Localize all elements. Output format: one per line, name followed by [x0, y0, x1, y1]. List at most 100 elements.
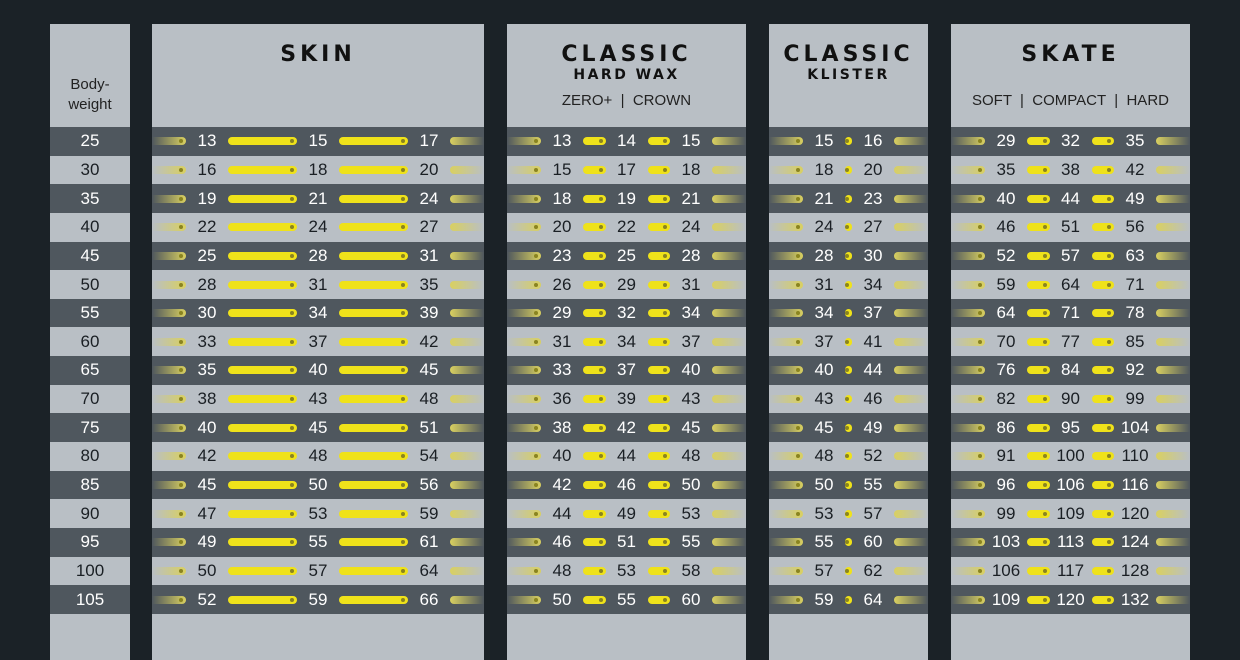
range-bar	[1027, 137, 1050, 146]
skate-value: 59	[996, 274, 1016, 294]
range-fade-left	[152, 251, 186, 260]
table-row: 109 120 132	[951, 585, 1190, 614]
range-fade-left	[951, 165, 985, 174]
skin-value: 21	[308, 188, 328, 208]
table-row: 33 37 40	[507, 356, 746, 385]
skin-value: 34	[308, 303, 328, 323]
skin-value: 43	[308, 389, 328, 409]
table-row: 45	[50, 241, 130, 271]
range-bar	[339, 566, 408, 575]
skin-value: 47	[197, 503, 217, 523]
hardwax-value: 39	[617, 389, 636, 409]
skin-value: 35	[419, 274, 439, 294]
range-bar	[647, 137, 670, 146]
hardwax-value: 55	[681, 532, 701, 552]
range-fade-left	[951, 423, 985, 432]
range-fade-right	[712, 566, 746, 575]
range-bar	[1027, 337, 1050, 346]
range-bar	[228, 566, 297, 575]
table-row: 40 44 49	[951, 184, 1190, 213]
range-fade-right	[712, 452, 746, 461]
range-bar	[583, 395, 606, 404]
hardwax-value: 48	[552, 560, 572, 580]
range-fade-right	[712, 337, 746, 346]
hardwax-value: 32	[617, 303, 636, 323]
bodyweight-value: 85	[80, 475, 100, 494]
range-fade-right	[450, 538, 484, 547]
klister-value: 60	[863, 532, 883, 552]
table-row: 52 57 63	[951, 241, 1190, 271]
bodyweight-header: Body- weight	[50, 24, 130, 127]
range-fade-right	[1156, 137, 1190, 146]
hardwax-value: 29	[552, 303, 572, 323]
skate-value: 110	[1121, 446, 1149, 466]
table-row: 31 34	[769, 270, 928, 299]
range-fade-right	[894, 566, 928, 575]
range-fade-left	[152, 423, 186, 432]
table-row: 65	[50, 356, 130, 385]
hardwax-value: 58	[681, 560, 701, 580]
klister-value: 18	[814, 159, 834, 179]
hardwax-value: 18	[552, 188, 572, 208]
range-fade-right	[450, 280, 484, 289]
skin-value: 33	[197, 331, 217, 351]
range-bar	[583, 165, 606, 174]
skate-value: 106	[1056, 475, 1085, 494]
range-bar	[1027, 165, 1050, 174]
range-fade-right	[894, 452, 928, 461]
range-fade-right	[1156, 366, 1190, 375]
table-row: 16 18 20	[152, 155, 484, 185]
range-bar	[1027, 280, 1050, 289]
range-bar	[228, 395, 297, 404]
range-bar	[647, 481, 670, 489]
range-bar	[228, 481, 297, 489]
table-row: 96 106 116	[951, 470, 1190, 500]
hardwax-value: 31	[552, 331, 572, 351]
classic-hardwax-header: CLASSIC HARD WAX ZERO+ | CROWN	[507, 24, 746, 127]
hardwax-value: 46	[552, 532, 572, 552]
range-bar	[1091, 251, 1114, 260]
range-fade-left	[769, 309, 803, 318]
range-fade-right	[712, 165, 746, 174]
hardwax-value: 38	[552, 417, 572, 437]
range-bar	[647, 309, 670, 318]
range-fade-right	[712, 194, 746, 203]
range-fade-left	[951, 366, 985, 375]
range-fade-right	[894, 309, 928, 318]
bodyweight-value: 30	[80, 159, 100, 179]
range-fade-right	[894, 538, 928, 547]
klister-value: 49	[863, 417, 883, 437]
range-fade-left	[769, 223, 803, 232]
skate-header: SKATE SOFT | COMPACT | HARD	[951, 24, 1190, 127]
skin-value: 66	[419, 589, 439, 609]
range-bar	[1027, 423, 1050, 432]
range-fade-right	[450, 309, 484, 318]
klister-value: 41	[863, 331, 883, 351]
table-row: 48 52	[769, 442, 928, 471]
range-bar	[1091, 194, 1114, 203]
hardwax-value: 46	[617, 475, 636, 494]
skin-value: 49	[197, 532, 217, 552]
skin-value: 64	[419, 560, 439, 580]
table-row: 50 55	[769, 470, 928, 500]
skin-value: 59	[419, 503, 439, 523]
range-bar	[339, 481, 408, 489]
range-fade-right	[1156, 223, 1190, 232]
hardwax-value: 53	[681, 503, 701, 523]
range-bar	[339, 538, 408, 547]
bodyweight-value: 70	[80, 389, 100, 409]
range-bar	[1091, 223, 1114, 232]
range-fade-left	[507, 366, 541, 375]
range-bar	[845, 366, 852, 375]
table-row: 45 49	[769, 413, 928, 443]
table-row: 59 64 71	[951, 270, 1190, 299]
skate-value: 124	[1120, 532, 1150, 552]
table-row	[50, 613, 130, 643]
skin-value: 38	[197, 389, 217, 409]
hardwax-value: 40	[681, 360, 701, 380]
range-bar	[228, 194, 297, 203]
klister-value: 43	[814, 389, 834, 409]
range-bar	[228, 137, 297, 146]
range-bar	[1027, 566, 1050, 575]
skin-value: 50	[308, 475, 328, 494]
